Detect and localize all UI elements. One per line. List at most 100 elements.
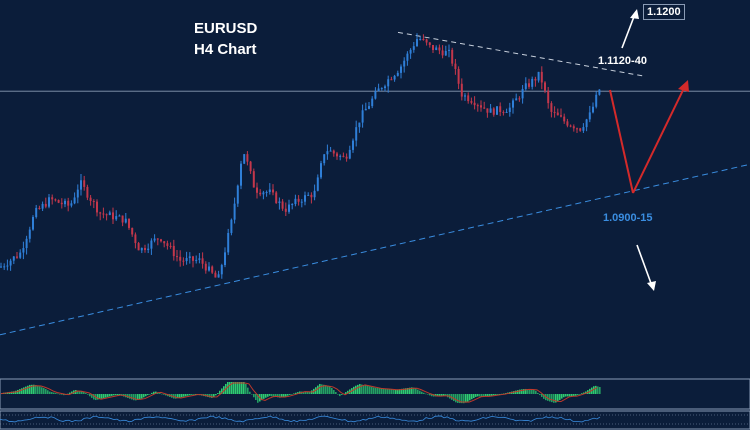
candle-body xyxy=(150,240,153,249)
oscillator-bar xyxy=(181,394,183,398)
oscillator-bar xyxy=(557,394,559,402)
oscillator-bar xyxy=(211,394,213,398)
oscillator-bar xyxy=(519,389,521,394)
oscillator-bar xyxy=(45,389,47,394)
oscillator-bar xyxy=(183,394,185,397)
oscillator-bar xyxy=(275,394,277,397)
oscillator-bar xyxy=(367,385,369,394)
candle-body xyxy=(108,212,111,216)
oscillator-bar xyxy=(251,394,253,395)
candle-body xyxy=(336,153,338,157)
candle-body xyxy=(588,112,591,120)
oscillator-bar xyxy=(109,394,111,397)
red-projection-arrow-up xyxy=(632,83,687,194)
candle-body xyxy=(220,265,223,275)
oscillator-bar xyxy=(77,390,79,394)
oscillator-bar xyxy=(425,393,427,395)
oscillator-bar xyxy=(599,387,601,394)
candle-body xyxy=(547,90,550,104)
oscillator-bar xyxy=(35,385,37,394)
candle-body xyxy=(598,89,601,95)
oscillator-bar xyxy=(411,387,413,394)
candle-body xyxy=(64,200,66,205)
oscillator-bar xyxy=(597,386,599,394)
candle-body xyxy=(592,106,594,113)
candle-body xyxy=(460,83,463,97)
candle-body xyxy=(451,49,454,64)
oscillator-bar xyxy=(371,386,373,394)
candle-body xyxy=(454,63,457,69)
indicator-panel-2-border xyxy=(0,410,750,430)
oscillator-bar xyxy=(287,394,289,396)
candle-body xyxy=(265,191,268,193)
oscillator-bar xyxy=(133,394,135,401)
candle-body xyxy=(406,53,409,61)
candle-body xyxy=(195,259,198,261)
candle-body xyxy=(297,198,300,202)
candle-body xyxy=(291,204,294,206)
white-arrow-down-head xyxy=(647,281,656,291)
oscillator-bar xyxy=(101,394,103,399)
oscillator-bar xyxy=(359,384,361,394)
candle-body xyxy=(403,60,406,67)
candle-body xyxy=(531,78,534,87)
candle-body xyxy=(540,71,543,83)
candle-body xyxy=(57,200,60,203)
oscillator-bar xyxy=(23,387,25,394)
candle-body xyxy=(496,106,498,115)
red-arrow-head xyxy=(678,80,689,92)
oscillator-bar xyxy=(141,394,143,399)
oscillator-bar xyxy=(291,394,293,395)
candle-body xyxy=(76,189,79,198)
candle-body xyxy=(256,187,258,193)
candle-body xyxy=(105,214,108,216)
candle-body xyxy=(377,88,380,92)
oscillator-bar xyxy=(105,394,107,398)
oscillator-bar xyxy=(249,391,251,394)
candle-body xyxy=(0,266,2,268)
candle-body xyxy=(240,163,242,186)
oscillator-bar xyxy=(473,394,475,399)
candle-body xyxy=(390,79,393,81)
candle-body xyxy=(169,245,172,247)
candle-body xyxy=(243,154,246,164)
oscillator-bar xyxy=(49,391,51,394)
oscillator-bar xyxy=(187,394,189,396)
white-arrow-up-head xyxy=(630,9,639,19)
oscillator-bar xyxy=(265,394,267,398)
candle-body xyxy=(128,218,130,228)
candle-body xyxy=(409,49,412,54)
oscillator-bar xyxy=(345,392,347,394)
candle-body xyxy=(166,243,169,246)
oscillator-bar xyxy=(149,394,151,395)
oscillator-bar xyxy=(339,394,341,397)
candle-body xyxy=(131,227,134,235)
oscillator-bar xyxy=(407,387,409,394)
oscillator-bar xyxy=(195,394,197,395)
candle-body xyxy=(512,100,514,108)
oscillator-bar xyxy=(441,394,443,396)
candle-body xyxy=(428,42,431,45)
chart-subtitle: H4 Chart xyxy=(194,41,257,58)
candle-body xyxy=(96,201,98,213)
oscillator-bar xyxy=(115,394,117,396)
oscillator-bar xyxy=(119,394,121,396)
candle-body xyxy=(80,180,82,190)
oscillator-bar xyxy=(243,382,245,394)
oscillator-bar xyxy=(573,394,575,397)
candle-body xyxy=(339,155,342,157)
oscillator-bar xyxy=(257,394,259,403)
oscillator-bar xyxy=(493,394,495,396)
candle-body xyxy=(134,234,137,244)
candle-body xyxy=(12,256,15,261)
oscillator-bar xyxy=(515,390,517,394)
oscillator-bar xyxy=(69,392,71,394)
oscillator-bar xyxy=(431,394,433,397)
oscillator-bar xyxy=(87,394,89,395)
oscillator-bar xyxy=(325,385,327,394)
candle-body xyxy=(179,256,182,261)
oscillator-bar xyxy=(191,394,193,395)
candle-body xyxy=(204,263,207,271)
oscillator-bar xyxy=(373,387,375,394)
candle-body xyxy=(9,260,12,266)
